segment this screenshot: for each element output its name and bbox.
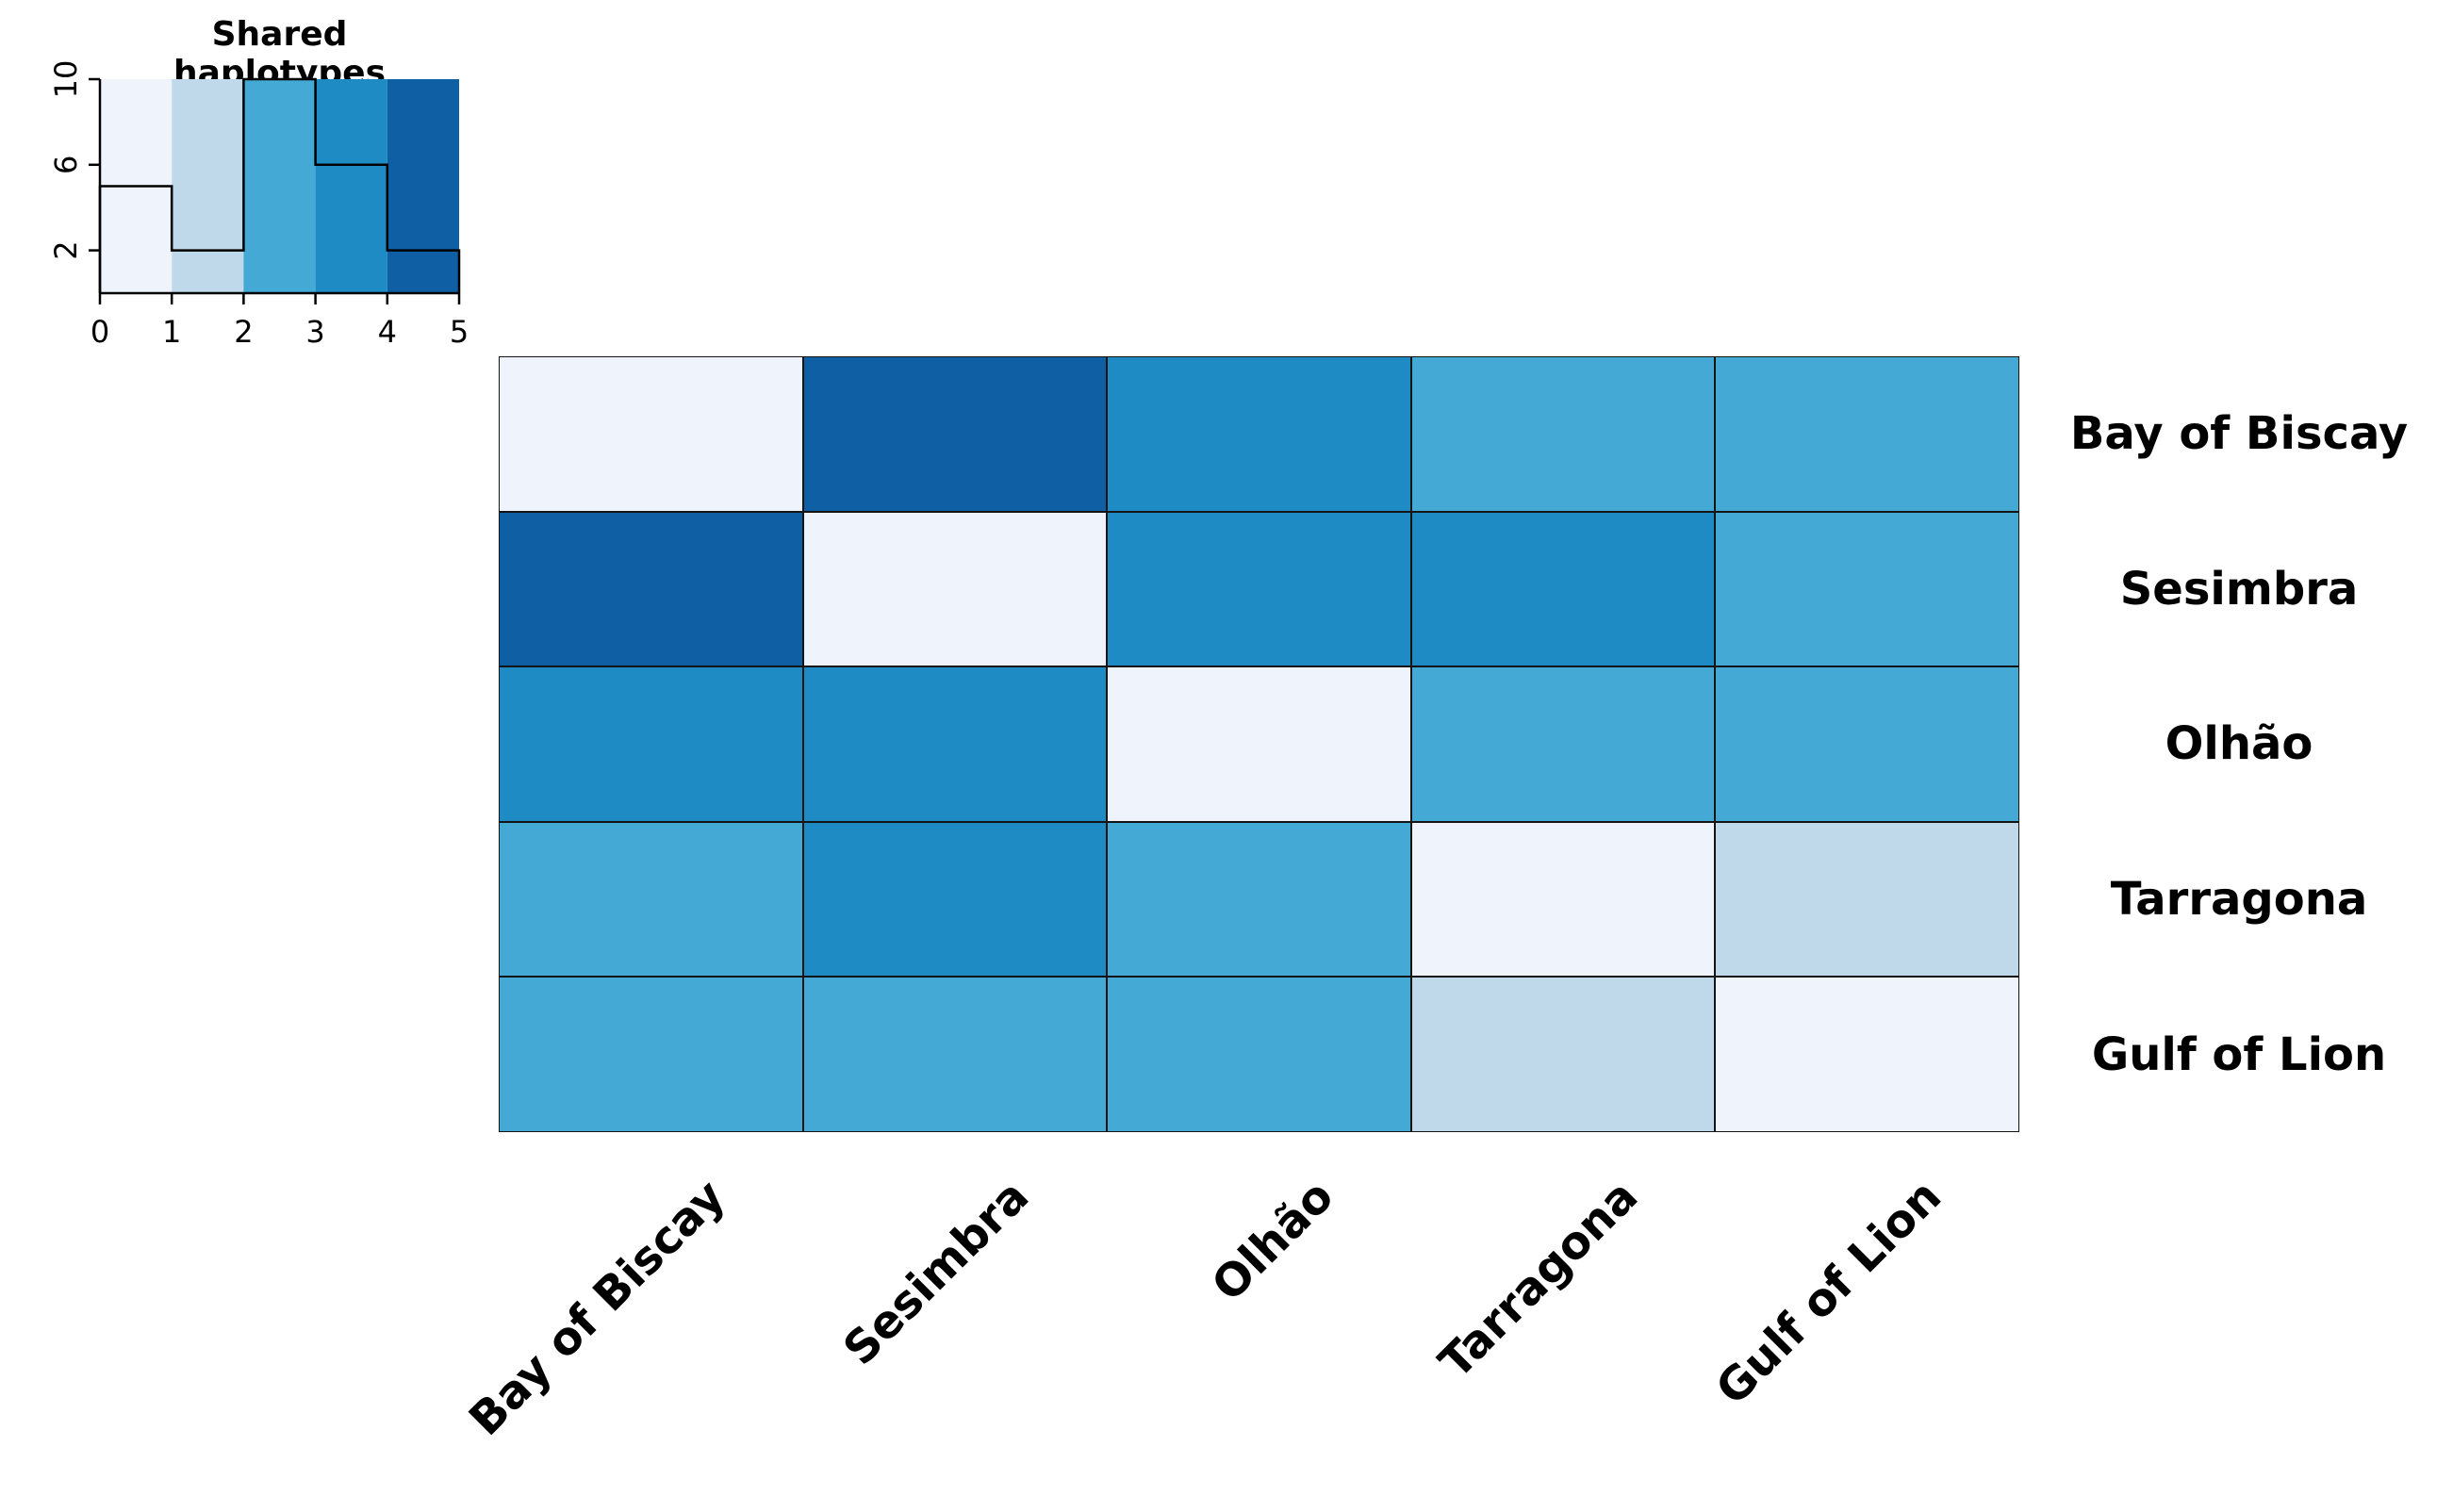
row-label: Bay of Biscay	[2069, 407, 2409, 461]
col-label: Sesimbra	[833, 1170, 1040, 1376]
heatmap-cell	[1410, 977, 1716, 1132]
heatmap-cell	[499, 356, 803, 512]
legend-color-band	[172, 79, 244, 293]
heatmap-cell	[1107, 666, 1411, 822]
row-label: Tarragona	[2110, 873, 2368, 927]
heatmap-cell	[1410, 821, 1716, 978]
legend-color-band	[243, 79, 316, 293]
heatmap-cell	[499, 977, 803, 1132]
legend-color-band	[387, 79, 459, 293]
heatmap-cell	[802, 977, 1108, 1132]
x-tick-label: 3	[305, 314, 324, 350]
col-label: Bay of Biscay	[458, 1170, 735, 1446]
heatmap-cell	[1715, 666, 2019, 822]
x-tick-label: 1	[162, 314, 181, 350]
x-tick-label: 5	[450, 314, 469, 350]
y-tick-label: 10	[48, 60, 84, 99]
x-tick-label: 0	[91, 314, 109, 350]
heatmap-cell	[1107, 821, 1411, 978]
heatmap-cell	[802, 666, 1108, 822]
x-tick-label: 2	[234, 314, 253, 350]
y-tick-label: 6	[48, 156, 84, 174]
legend-step-line	[98, 77, 461, 293]
heatmap-cell	[802, 821, 1108, 978]
heatmap-cell	[1715, 977, 2019, 1132]
heatmap-cell	[1107, 511, 1411, 667]
legend-color-band	[315, 79, 387, 293]
col-label: Gulf of Lion	[1705, 1170, 1952, 1416]
heatmap-cell	[1410, 666, 1716, 822]
heatmap-cell	[1410, 356, 1716, 512]
heatmap-cell	[1410, 511, 1716, 667]
heatmap-cell	[499, 511, 803, 667]
x-tick-label: 4	[378, 314, 397, 350]
heatmap-cell	[499, 666, 803, 822]
heatmap-cell	[1715, 511, 2019, 667]
heatmap-cell	[1715, 356, 2019, 512]
col-label: Olhão	[1201, 1170, 1344, 1312]
heatmap-cell	[1107, 356, 1411, 512]
row-label: Olhão	[2165, 717, 2313, 771]
row-label: Gulf of Lion	[2091, 1027, 2387, 1081]
heatmap-cell	[1715, 821, 2019, 978]
y-tick-label: 2	[48, 240, 84, 259]
heatmap-cell	[499, 821, 803, 978]
heatmap-cell	[802, 511, 1108, 667]
heatmap-cell	[802, 356, 1108, 512]
legend-histogram: 0 1 2 3 4 5 2 6 10	[48, 60, 469, 350]
heatmap-cell	[1107, 977, 1411, 1132]
row-label: Sesimbra	[2119, 562, 2359, 616]
col-label: Tarragona	[1428, 1170, 1648, 1389]
